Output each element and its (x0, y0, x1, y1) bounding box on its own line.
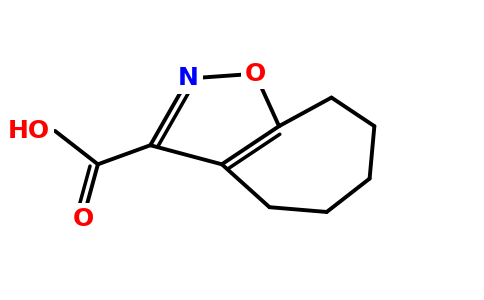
Text: O: O (244, 62, 266, 86)
Text: HO: HO (8, 119, 50, 143)
Text: O: O (73, 207, 94, 231)
Text: N: N (178, 67, 199, 91)
